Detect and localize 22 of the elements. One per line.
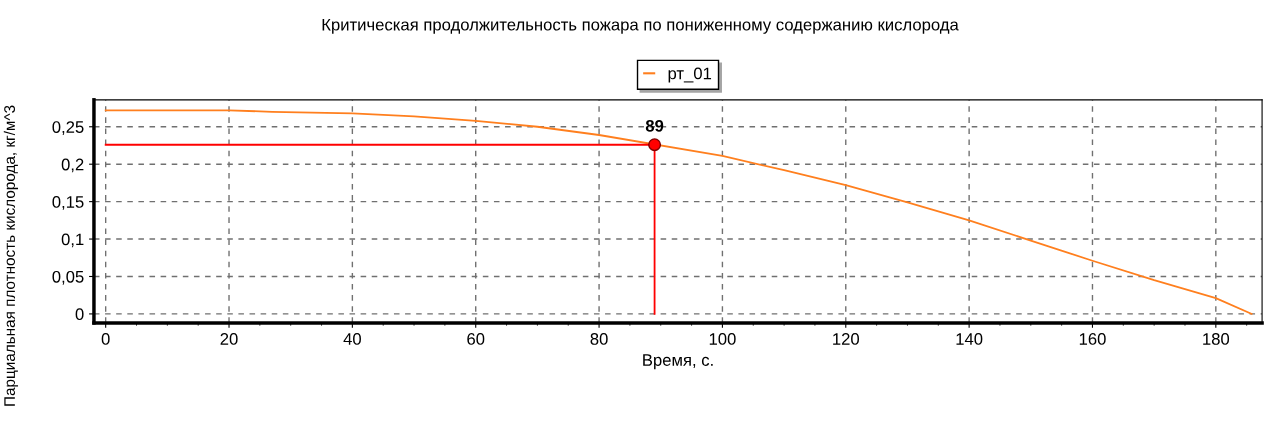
line-series	[104, 109, 1253, 315]
x-tick-label: 180	[1203, 333, 1230, 345]
y-tick-label: 0,2	[61, 158, 84, 173]
x-tick-label: 60	[467, 333, 485, 345]
x-tick-label: 20	[220, 333, 238, 345]
annotation: 89	[645, 119, 664, 132]
x-tick-label: 100	[709, 333, 736, 345]
legend-label: рт_01	[668, 67, 712, 83]
y-axis-title: Парциальная плотность кислорода, кг/м^3	[3, 105, 19, 406]
y-tick-label: 0,05	[52, 270, 84, 285]
x-tick-label: 120	[833, 333, 860, 345]
x-tick-label: 80	[590, 333, 608, 345]
x-tick-label: 40	[343, 333, 361, 345]
chart-title: Критическая продолжительность пожара по пониженному содержанию кислорода	[322, 18, 959, 34]
x-tick-label: 140	[956, 333, 983, 345]
y-tick-label: 0	[75, 308, 84, 321]
x-axis-title: Время, с.	[643, 354, 713, 370]
x-tick-label: 160	[1079, 333, 1106, 345]
x-tick-label: 0	[101, 333, 110, 345]
y-tick-label: 0,25	[52, 121, 84, 135]
y-tick-label: 0,1	[61, 233, 84, 248]
y-tick-label: 0,15	[52, 196, 84, 210]
